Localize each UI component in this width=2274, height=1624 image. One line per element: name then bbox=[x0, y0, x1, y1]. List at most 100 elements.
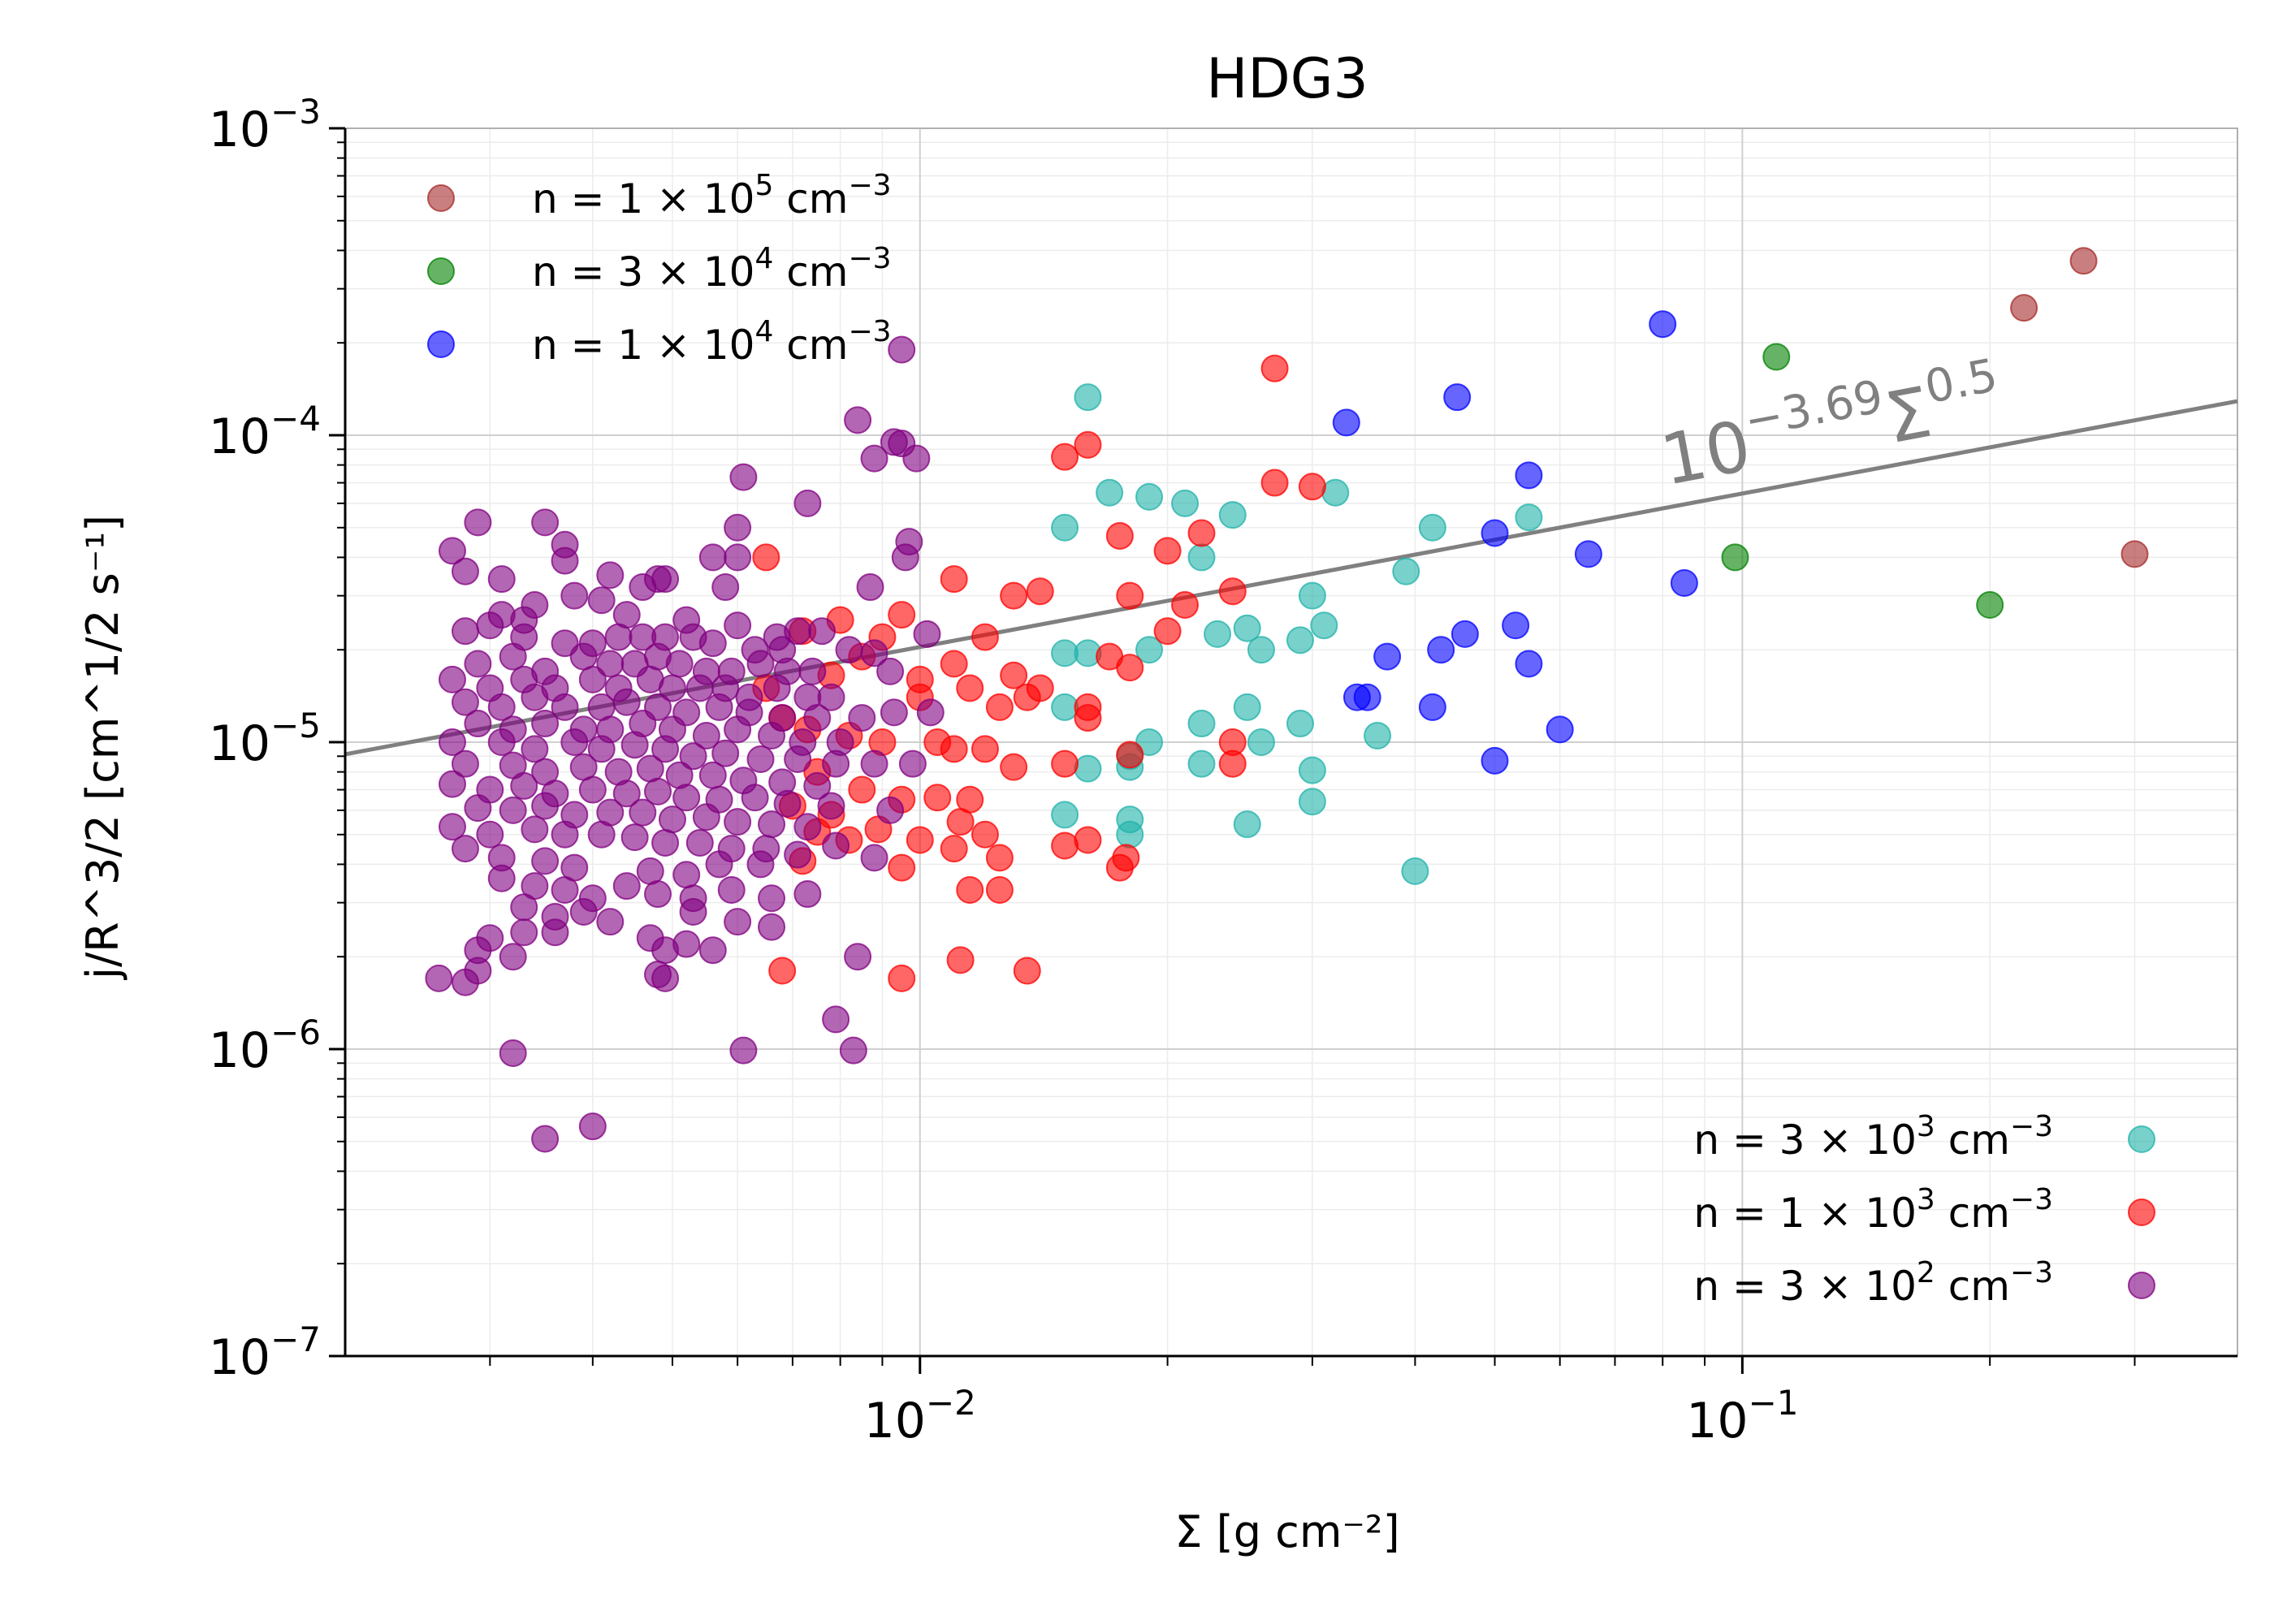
data-point bbox=[2069, 247, 2098, 275]
data-point bbox=[1373, 642, 1402, 671]
data-point bbox=[1401, 857, 1429, 885]
data-point bbox=[971, 735, 999, 763]
data-point bbox=[1074, 383, 1102, 412]
data-point bbox=[487, 693, 516, 721]
data-point bbox=[1418, 693, 1446, 721]
data-point bbox=[1074, 826, 1102, 854]
data-point bbox=[746, 745, 775, 773]
data-point bbox=[1502, 611, 1530, 640]
data-point bbox=[848, 775, 876, 804]
data-point bbox=[803, 704, 832, 732]
data-point bbox=[888, 335, 916, 364]
data-point bbox=[651, 735, 680, 763]
data-point bbox=[629, 573, 657, 602]
data-point bbox=[1051, 749, 1079, 778]
data-point bbox=[551, 820, 579, 849]
data-point bbox=[604, 623, 633, 651]
data-point bbox=[891, 543, 919, 572]
data-point bbox=[578, 775, 607, 804]
data-point bbox=[1051, 831, 1079, 860]
data-point bbox=[551, 693, 579, 721]
legend-top-left: n = 1 × 105 cm−3 n = 3 × 104 cm−3 n = 1 × … bbox=[427, 169, 892, 369]
data-point bbox=[784, 840, 812, 869]
data-point bbox=[1721, 543, 1749, 572]
data-point bbox=[464, 650, 492, 678]
data-point bbox=[971, 820, 999, 849]
data-point bbox=[1187, 543, 1216, 572]
data-point bbox=[1670, 569, 1698, 598]
data-point bbox=[1353, 683, 1381, 711]
data-point bbox=[1298, 788, 1326, 816]
data-point bbox=[1427, 636, 1455, 664]
data-point bbox=[1332, 408, 1360, 437]
data-point bbox=[560, 728, 589, 756]
data-point bbox=[438, 728, 466, 756]
data-point bbox=[860, 639, 888, 667]
data-point bbox=[839, 1036, 867, 1065]
data-point bbox=[1286, 710, 1314, 738]
data-point bbox=[499, 642, 527, 671]
data-point bbox=[685, 828, 714, 857]
data-point bbox=[793, 880, 822, 909]
data-point bbox=[729, 1036, 758, 1065]
data-point bbox=[2121, 540, 2149, 568]
data-point bbox=[1218, 577, 1247, 606]
data-point bbox=[1298, 756, 1326, 784]
data-point bbox=[1286, 626, 1314, 654]
data-point bbox=[672, 784, 701, 812]
data-point bbox=[768, 957, 797, 985]
data-point bbox=[487, 728, 516, 756]
chart-title: HDG3 bbox=[1206, 47, 1368, 111]
data-point bbox=[438, 770, 466, 798]
data-point bbox=[956, 674, 984, 702]
data-point bbox=[1116, 654, 1144, 682]
data-point bbox=[906, 826, 934, 854]
legend-label: n = 3 × 103 cm−3 bbox=[1693, 1110, 2053, 1164]
data-point bbox=[1247, 636, 1275, 664]
data-point bbox=[1204, 620, 1232, 648]
data-point bbox=[510, 771, 538, 800]
data-point bbox=[612, 872, 641, 901]
data-point bbox=[822, 1005, 850, 1034]
data-point bbox=[940, 565, 968, 594]
data-point bbox=[560, 581, 589, 610]
data-point bbox=[629, 798, 657, 827]
legend-marker bbox=[2128, 1199, 2155, 1226]
data-point bbox=[438, 665, 466, 693]
data-point bbox=[817, 683, 845, 711]
data-point bbox=[741, 784, 769, 812]
data-point bbox=[985, 693, 1014, 721]
data-point bbox=[1310, 611, 1338, 640]
data-point bbox=[1105, 853, 1134, 882]
data-point bbox=[1171, 590, 1200, 619]
data-point bbox=[1233, 810, 1261, 839]
data-point bbox=[758, 884, 786, 913]
data-point bbox=[1096, 478, 1124, 507]
legend-marker bbox=[2128, 1272, 2155, 1299]
data-point bbox=[1051, 801, 1079, 829]
data-point bbox=[521, 735, 549, 763]
data-point bbox=[763, 674, 791, 702]
data-point bbox=[521, 815, 549, 844]
data-point bbox=[1418, 513, 1446, 542]
data-point bbox=[1649, 310, 1677, 339]
data-point bbox=[464, 794, 492, 823]
data-point bbox=[531, 847, 560, 875]
data-point bbox=[643, 777, 672, 806]
data-point bbox=[822, 831, 850, 860]
data-point bbox=[651, 936, 680, 965]
data-point bbox=[620, 731, 649, 759]
data-point bbox=[844, 943, 872, 971]
legend-label: n = 3 × 104 cm−3 bbox=[532, 242, 892, 296]
x-tick-label: 10−1 bbox=[1686, 1383, 1798, 1449]
data-point bbox=[476, 611, 504, 640]
data-point bbox=[1000, 661, 1028, 689]
data-point bbox=[717, 876, 746, 905]
data-point bbox=[1443, 383, 1472, 412]
data-point bbox=[487, 864, 516, 892]
data-point bbox=[464, 508, 492, 537]
series-2 bbox=[1332, 310, 1698, 775]
data-point bbox=[692, 721, 720, 749]
data-point bbox=[1074, 430, 1102, 459]
data-point bbox=[499, 1039, 527, 1068]
